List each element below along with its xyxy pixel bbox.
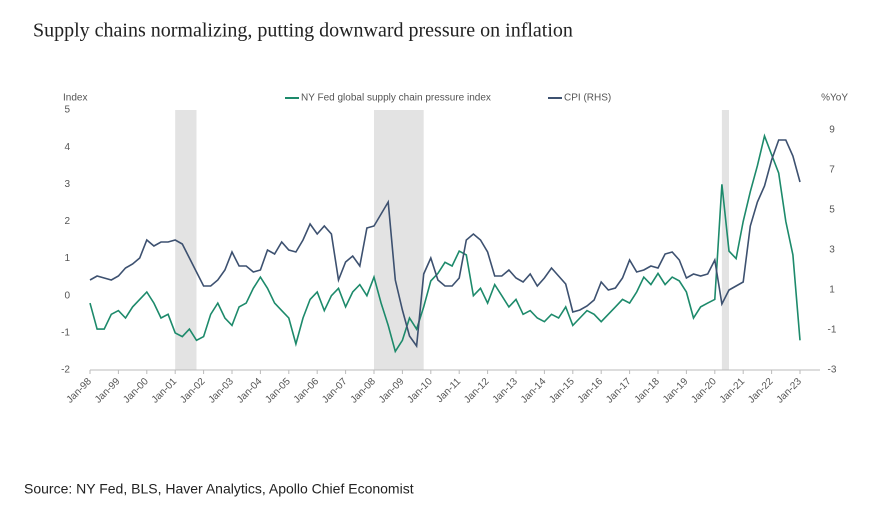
recession-band xyxy=(374,110,424,370)
series-line xyxy=(89,139,801,349)
x-tick-label: Jan-98 xyxy=(65,376,95,406)
recession-band xyxy=(721,110,729,370)
x-tick-label: Jan-13 xyxy=(491,376,521,406)
x-tick-label: Jan-04 xyxy=(235,376,265,406)
y-tick-label: 2 xyxy=(64,216,70,227)
x-tick-label: Jan-19 xyxy=(661,376,691,406)
y2-tick-label: 9 xyxy=(829,125,835,136)
y-tick-label: -1 xyxy=(61,327,70,338)
series-line xyxy=(89,133,801,354)
x-tick-label: Jan-22 xyxy=(746,376,776,406)
x-tick-label: Jan-11 xyxy=(434,376,463,405)
x-tick-label: Jan-23 xyxy=(775,376,805,406)
x-tick-label: Jan-00 xyxy=(121,376,151,406)
legend-label: NY Fed global supply chain pressure inde… xyxy=(301,93,491,104)
y-tick-label: 1 xyxy=(64,253,70,264)
y2-tick-label: 5 xyxy=(829,205,835,216)
y-tick-label: 5 xyxy=(64,105,70,116)
legend-label: CPI (RHS) xyxy=(564,93,611,104)
y-tick-label: 0 xyxy=(64,290,70,301)
x-tick-label: Jan-09 xyxy=(377,376,407,406)
x-tick-label: Jan-15 xyxy=(547,376,577,406)
x-tick-label: Jan-02 xyxy=(178,376,208,406)
y-tick-label: 3 xyxy=(64,179,70,190)
x-tick-label: Jan-16 xyxy=(576,376,606,406)
x-tick-label: Jan-10 xyxy=(405,376,435,406)
x-tick-label: Jan-03 xyxy=(207,376,237,406)
recession-band xyxy=(175,110,197,370)
y2-tick-label: -3 xyxy=(828,365,837,376)
x-tick-label: Jan-99 xyxy=(93,376,123,406)
y2-tick-label: -1 xyxy=(828,325,837,336)
y2-tick-label: 7 xyxy=(829,165,835,176)
x-tick-label: Jan-18 xyxy=(633,376,663,406)
x-tick-label: Jan-17 xyxy=(604,376,634,406)
x-tick-label: Jan-06 xyxy=(292,376,322,406)
y-tick-label: -2 xyxy=(61,365,70,376)
x-tick-label: Jan-20 xyxy=(689,376,719,406)
x-tick-label: Jan-21 xyxy=(718,376,748,406)
y2-axis-label: %YoY xyxy=(821,93,848,104)
source: Source: NY Fed, BLS, Haver Analytics, Ap… xyxy=(24,481,414,497)
x-tick-label: Jan-01 xyxy=(150,376,180,406)
y-tick-label: 4 xyxy=(64,142,70,153)
y2-tick-label: 1 xyxy=(829,285,835,296)
x-tick-label: Jan-08 xyxy=(349,376,379,406)
x-tick-label: Jan-05 xyxy=(263,376,293,406)
x-tick-label: Jan-14 xyxy=(519,376,549,406)
y2-tick-label: 3 xyxy=(829,245,835,256)
x-tick-label: Jan-07 xyxy=(320,376,350,406)
x-tick-label: Jan-12 xyxy=(462,376,492,406)
y-axis-label: Index xyxy=(63,93,87,104)
chart-title: Supply chains normalizing, putting downw… xyxy=(33,20,573,42)
